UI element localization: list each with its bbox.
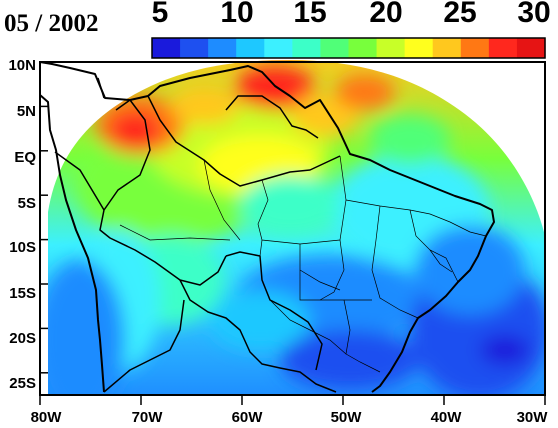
lon-label: 30W [517,409,549,426]
colorbar-border [151,37,546,59]
colorbar-swatch [460,38,490,58]
colorbar-tick-label: 25 [443,0,477,29]
colorbar-swatch [292,38,322,58]
colorbar-swatch [432,38,462,58]
lon-label: 40W [431,409,463,426]
lat-label: 20S [9,330,36,347]
lat-label: 25S [9,375,36,392]
map-frame [39,61,546,396]
colorbar-tick-label: 10 [220,0,254,29]
lon-label: 60W [232,409,264,426]
colorbar-swatch [516,38,546,58]
colorbar-tick-label: 15 [293,0,327,29]
colorbar-swatch [264,38,293,58]
colorbar-swatch [320,38,350,58]
lon-label: 70W [132,409,164,426]
coastlines [39,61,495,393]
colorbar-swatch [152,38,181,58]
lat-label: 15S [9,285,36,302]
lon-axis-labels: 80W 70W 60W 50W 40W 30W [31,409,549,426]
lon-label: 50W [331,409,363,426]
colorbar-swatch [488,38,518,58]
colorbar-tick-label: 30 [517,0,551,29]
axis-ticks [39,61,546,405]
colorbar-swatch [376,38,406,58]
colorbar-swatch [180,38,209,58]
colorbar-tick-label: 5 [151,0,169,29]
colorbar-swatch [236,38,265,58]
lat-label: 5S [18,195,36,212]
state-borders [119,155,487,373]
colorbar-swatch [404,38,434,58]
lat-label: EQ [14,149,36,166]
lat-axis-labels: 10N 5N EQ 5S 10S 15S 20S 25S [8,57,36,392]
colorbar-swatch [348,38,378,58]
lon-label: 80W [31,409,63,426]
lat-label: 10S [9,239,36,256]
lat-label: 10N [8,57,36,74]
lat-label: 5N [17,103,36,120]
value-field [48,60,545,395]
date-title: 05 / 2002 [4,10,99,37]
colorbar-tick-label: 20 [369,0,403,29]
colorbar-swatch [208,38,237,58]
colorbar [151,37,546,59]
